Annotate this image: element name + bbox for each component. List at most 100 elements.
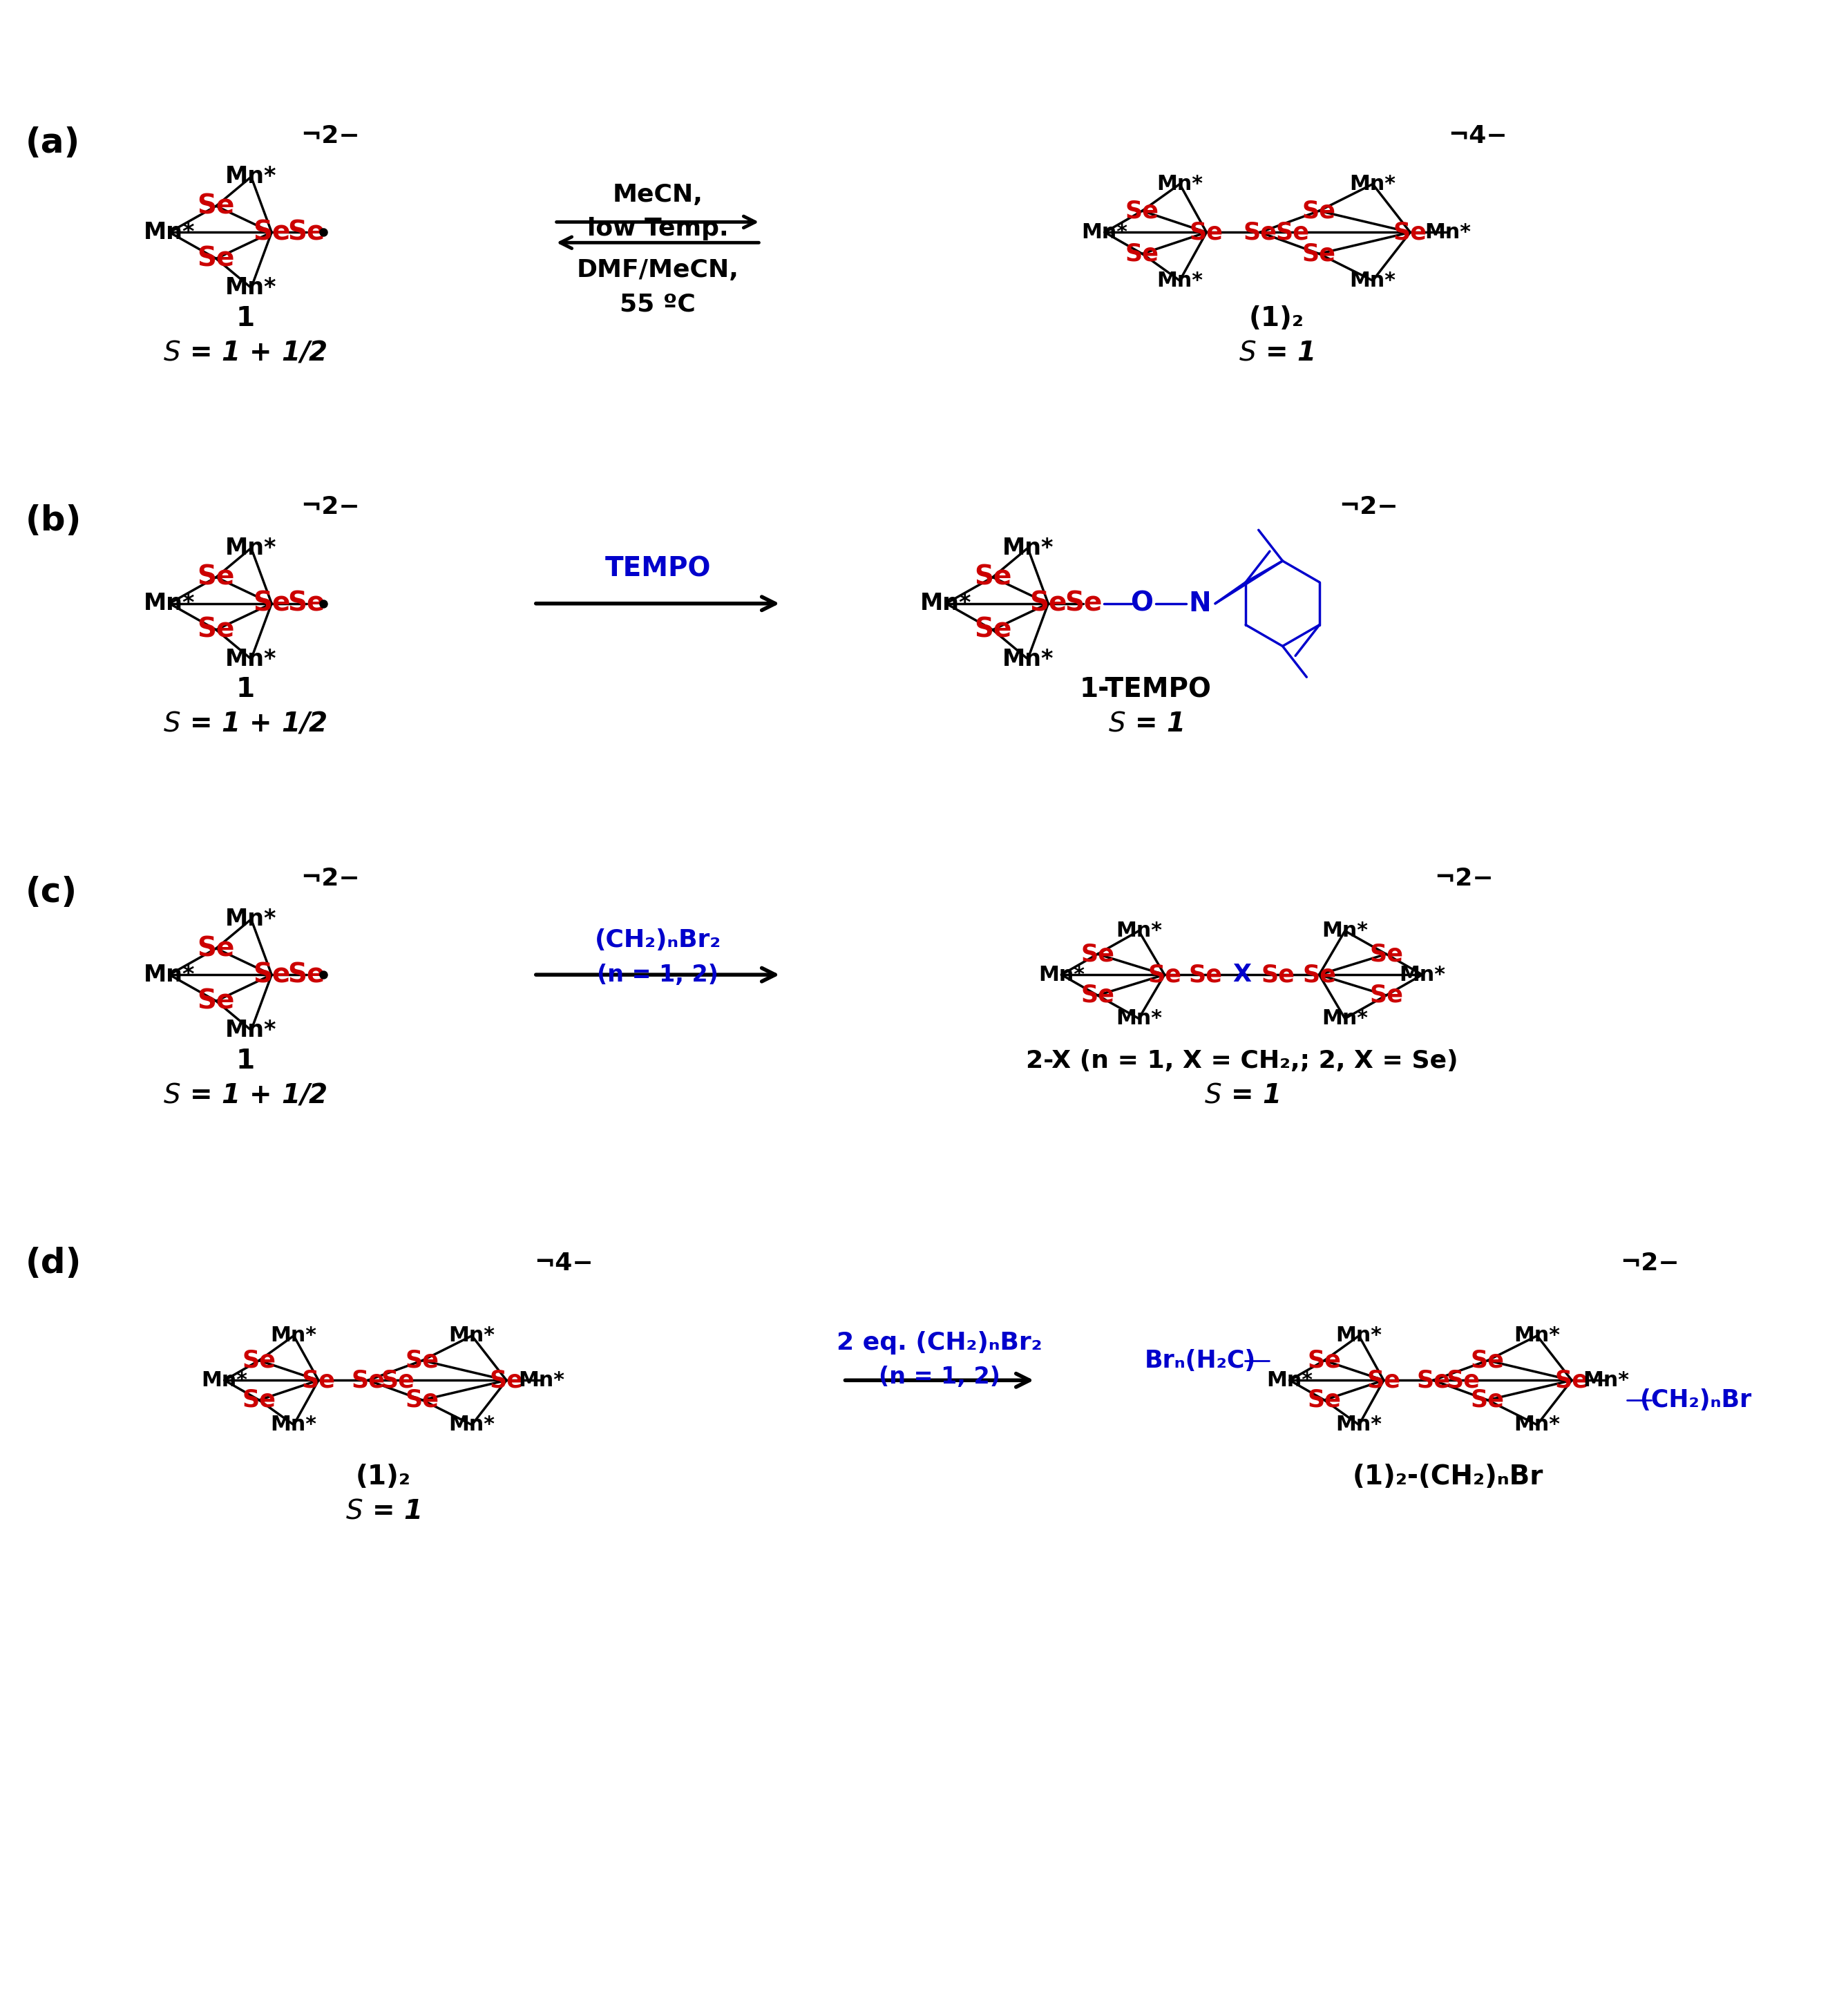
Text: (a): (a) <box>26 127 79 159</box>
Text: Mn*: Mn* <box>270 1415 316 1435</box>
Text: (n = 1, 2): (n = 1, 2) <box>878 1365 1000 1389</box>
Text: (n = 1, 2): (n = 1, 2) <box>597 963 719 987</box>
Text: Se: Se <box>242 1349 275 1373</box>
Text: Se: Se <box>198 935 235 961</box>
Text: Se: Se <box>1307 1389 1342 1411</box>
Text: Se: Se <box>288 591 325 617</box>
Text: Se: Se <box>1275 221 1308 245</box>
Text: Mn*: Mn* <box>1584 1371 1630 1391</box>
Text: ¬2−: ¬2− <box>1621 1252 1680 1276</box>
Text: Mn*: Mn* <box>225 907 277 931</box>
Text: Se: Se <box>1260 963 1295 987</box>
Text: 1: 1 <box>237 304 255 332</box>
Text: Se: Se <box>1368 1369 1401 1393</box>
Text: Mn*: Mn* <box>1116 1009 1162 1029</box>
Text: Se: Se <box>490 1369 523 1393</box>
Text: Se: Se <box>1125 243 1159 265</box>
Text: Mn*: Mn* <box>225 647 277 671</box>
Text: Mn*: Mn* <box>517 1371 564 1391</box>
Text: Mn*: Mn* <box>449 1325 495 1345</box>
Text: 2-X (n = 1, X = CH₂,; 2, X = Se): 2-X (n = 1, X = CH₂,; 2, X = Se) <box>1026 1049 1458 1073</box>
Text: Se: Se <box>1554 1369 1589 1393</box>
Text: Mn*: Mn* <box>225 277 277 298</box>
Text: X: X <box>1233 963 1251 987</box>
Text: (d): (d) <box>26 1248 81 1280</box>
Text: Brₙ(H₂C): Brₙ(H₂C) <box>1144 1349 1257 1373</box>
Text: Se: Se <box>198 987 235 1015</box>
Text: Mn*: Mn* <box>1349 173 1395 195</box>
Text: TEMPO: TEMPO <box>604 555 711 583</box>
Text: Se: Se <box>198 245 235 273</box>
Text: Se: Se <box>301 1369 334 1393</box>
Text: Mn*: Mn* <box>1157 173 1203 195</box>
Text: Mn*: Mn* <box>225 1019 277 1041</box>
Text: Se: Se <box>1471 1389 1504 1411</box>
Text: $S$ = 1: $S$ = 1 <box>346 1498 419 1524</box>
Text: Se: Se <box>351 1369 384 1393</box>
Text: Se: Se <box>253 591 290 617</box>
Text: Mn*: Mn* <box>1321 921 1368 941</box>
Text: DMF/MeCN,: DMF/MeCN, <box>577 259 739 283</box>
Text: N: N <box>1188 591 1212 617</box>
Text: (1)₂: (1)₂ <box>355 1463 410 1491</box>
Text: Se: Se <box>253 219 290 245</box>
Text: Se: Se <box>405 1389 440 1411</box>
Text: low Temp.: low Temp. <box>588 217 728 241</box>
Text: Se: Se <box>1244 221 1277 245</box>
Text: Se: Se <box>1125 199 1159 223</box>
Text: Mn*: Mn* <box>1002 647 1053 671</box>
Text: Mn*: Mn* <box>1002 537 1053 559</box>
Text: Mn*: Mn* <box>1514 1325 1560 1345</box>
Text: (b): (b) <box>26 503 81 537</box>
Text: Se: Se <box>1307 1349 1342 1373</box>
Text: Se: Se <box>1188 963 1223 987</box>
Text: (1)₂: (1)₂ <box>1249 304 1305 332</box>
Text: Mn*: Mn* <box>449 1415 495 1435</box>
Text: Se: Se <box>1081 983 1114 1007</box>
Text: Mn*: Mn* <box>1116 921 1162 941</box>
Text: MeCN,: MeCN, <box>612 183 702 207</box>
Text: $S$ = 1 + 1/2: $S$ = 1 + 1/2 <box>163 710 327 736</box>
Text: Mn*: Mn* <box>1399 965 1445 985</box>
Text: Se: Se <box>253 961 290 987</box>
Text: (c): (c) <box>26 876 78 909</box>
Text: (CH₂)ₙBr₂: (CH₂)ₙBr₂ <box>595 929 721 951</box>
Text: Se: Se <box>1303 963 1336 987</box>
Text: $S$ = 1 + 1/2: $S$ = 1 + 1/2 <box>163 340 327 366</box>
Text: $S$ = 1: $S$ = 1 <box>1109 710 1183 736</box>
Text: ¬2−: ¬2− <box>1434 868 1493 890</box>
Text: (1)₂-(CH₂)ₙBr: (1)₂-(CH₂)ₙBr <box>1353 1463 1543 1491</box>
Text: 1: 1 <box>237 1047 255 1075</box>
Text: Se: Se <box>1303 243 1336 265</box>
Text: Mn*: Mn* <box>144 963 196 987</box>
Text: Se: Se <box>405 1349 440 1373</box>
Text: Se: Se <box>288 961 325 987</box>
Text: Mn*: Mn* <box>225 165 277 189</box>
Text: ¬2−: ¬2− <box>1340 496 1399 519</box>
Text: 1: 1 <box>237 677 255 702</box>
Text: Se: Se <box>198 193 235 219</box>
Text: Se: Se <box>1471 1349 1504 1373</box>
Text: ¬2−: ¬2− <box>301 868 360 890</box>
Text: 55 ºC: 55 ºC <box>619 293 695 316</box>
Text: Mn*: Mn* <box>1336 1325 1382 1345</box>
Text: Se: Se <box>1081 943 1114 965</box>
Text: ¬2−: ¬2− <box>301 123 360 147</box>
Text: Mn*: Mn* <box>1266 1371 1312 1391</box>
Text: Se: Se <box>1369 983 1403 1007</box>
Text: Se: Se <box>198 563 235 591</box>
Text: ¬4−: ¬4− <box>534 1252 593 1276</box>
Text: $S$ = 1: $S$ = 1 <box>1205 1083 1279 1108</box>
Text: $S$ = 1 + 1/2: $S$ = 1 + 1/2 <box>163 1083 327 1108</box>
Text: Se: Se <box>1190 221 1223 245</box>
Text: O: O <box>1131 591 1153 617</box>
Text: Mn*: Mn* <box>270 1325 316 1345</box>
Text: Mn*: Mn* <box>1157 271 1203 291</box>
Text: Se: Se <box>1303 199 1336 223</box>
Text: Mn*: Mn* <box>1514 1415 1560 1435</box>
Text: Se: Se <box>288 219 325 245</box>
Text: Mn*: Mn* <box>1425 223 1471 243</box>
Text: Se: Se <box>242 1389 275 1411</box>
Text: Mn*: Mn* <box>144 221 196 243</box>
Text: Mn*: Mn* <box>1349 271 1395 291</box>
